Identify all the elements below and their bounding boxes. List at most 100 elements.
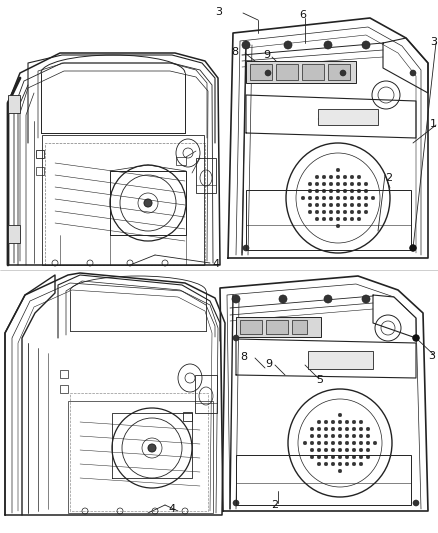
Bar [292,320,307,334]
Bar [195,375,217,413]
Ellipse shape [362,41,370,49]
Ellipse shape [343,175,347,179]
Ellipse shape [338,420,342,424]
Ellipse shape [352,434,356,438]
Ellipse shape [359,462,363,466]
Ellipse shape [343,217,347,221]
Ellipse shape [331,427,335,431]
Ellipse shape [350,189,354,193]
Bar [318,109,378,125]
Text: 5: 5 [316,375,323,385]
Bar [250,64,272,80]
Ellipse shape [366,427,370,431]
Ellipse shape [366,441,370,445]
Ellipse shape [279,295,287,303]
Ellipse shape [315,196,319,200]
Ellipse shape [338,434,342,438]
Ellipse shape [324,420,328,424]
Ellipse shape [338,427,342,431]
Ellipse shape [233,335,239,341]
Ellipse shape [364,203,368,207]
Bar [36,150,44,158]
Ellipse shape [317,455,321,459]
Ellipse shape [329,189,333,193]
Bar [183,412,192,421]
Ellipse shape [322,217,326,221]
Bar [68,401,213,513]
Ellipse shape [324,295,332,303]
Text: 2: 2 [385,173,392,183]
Ellipse shape [338,413,342,417]
Ellipse shape [308,203,312,207]
Ellipse shape [331,434,335,438]
Ellipse shape [336,217,340,221]
Ellipse shape [317,420,321,424]
Bar [246,61,356,83]
Ellipse shape [359,455,363,459]
Bar [236,455,411,505]
Ellipse shape [329,196,333,200]
Ellipse shape [317,448,321,452]
Ellipse shape [315,182,319,186]
Ellipse shape [329,175,333,179]
Bar [328,64,350,80]
Ellipse shape [357,182,361,186]
Ellipse shape [233,500,239,506]
Ellipse shape [338,455,342,459]
Ellipse shape [343,196,347,200]
Ellipse shape [284,41,292,49]
Ellipse shape [308,210,312,214]
Ellipse shape [350,182,354,186]
Ellipse shape [243,245,249,251]
Ellipse shape [352,420,356,424]
Bar [236,317,321,337]
Bar [302,64,324,80]
Ellipse shape [350,175,354,179]
Ellipse shape [336,175,340,179]
Ellipse shape [324,462,328,466]
Ellipse shape [357,203,361,207]
Ellipse shape [322,203,326,207]
Bar [8,225,20,243]
Ellipse shape [324,427,328,431]
Ellipse shape [364,196,368,200]
Ellipse shape [413,500,419,506]
Ellipse shape [340,70,346,76]
Ellipse shape [322,210,326,214]
Ellipse shape [338,469,342,473]
Ellipse shape [352,441,356,445]
Ellipse shape [357,196,361,200]
Ellipse shape [331,420,335,424]
Text: 4: 4 [212,259,219,269]
Ellipse shape [343,189,347,193]
Ellipse shape [308,182,312,186]
Ellipse shape [364,210,368,214]
Ellipse shape [317,462,321,466]
Ellipse shape [362,295,370,303]
Ellipse shape [352,427,356,431]
Ellipse shape [357,210,361,214]
Text: 6: 6 [300,10,307,20]
Ellipse shape [315,217,319,221]
Ellipse shape [322,182,326,186]
Ellipse shape [310,434,314,438]
Text: 9: 9 [265,359,272,369]
Text: 3: 3 [428,351,435,361]
Bar [196,158,216,193]
Ellipse shape [357,217,361,221]
Ellipse shape [308,196,312,200]
Text: 2: 2 [272,500,279,510]
Ellipse shape [350,203,354,207]
Ellipse shape [324,455,328,459]
Ellipse shape [331,441,335,445]
Ellipse shape [322,189,326,193]
Ellipse shape [373,441,377,445]
Ellipse shape [410,245,416,251]
Ellipse shape [350,196,354,200]
Text: 4: 4 [168,504,175,514]
Ellipse shape [359,427,363,431]
Ellipse shape [324,441,328,445]
Bar [176,157,186,165]
Ellipse shape [329,217,333,221]
Ellipse shape [336,189,340,193]
